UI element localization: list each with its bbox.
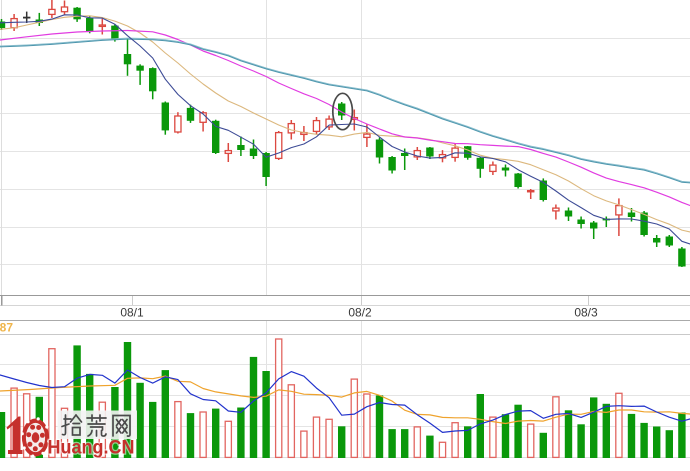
svg-text:08/3: 08/3 bbox=[574, 306, 598, 320]
svg-text:Huang.CN: Huang.CN bbox=[48, 437, 135, 459]
svg-text:08/2: 08/2 bbox=[348, 306, 372, 320]
svg-text:87: 87 bbox=[0, 321, 13, 335]
svg-text:Huang.CN: Huang.CN bbox=[48, 437, 135, 459]
svg-text:08/1: 08/1 bbox=[120, 306, 144, 320]
